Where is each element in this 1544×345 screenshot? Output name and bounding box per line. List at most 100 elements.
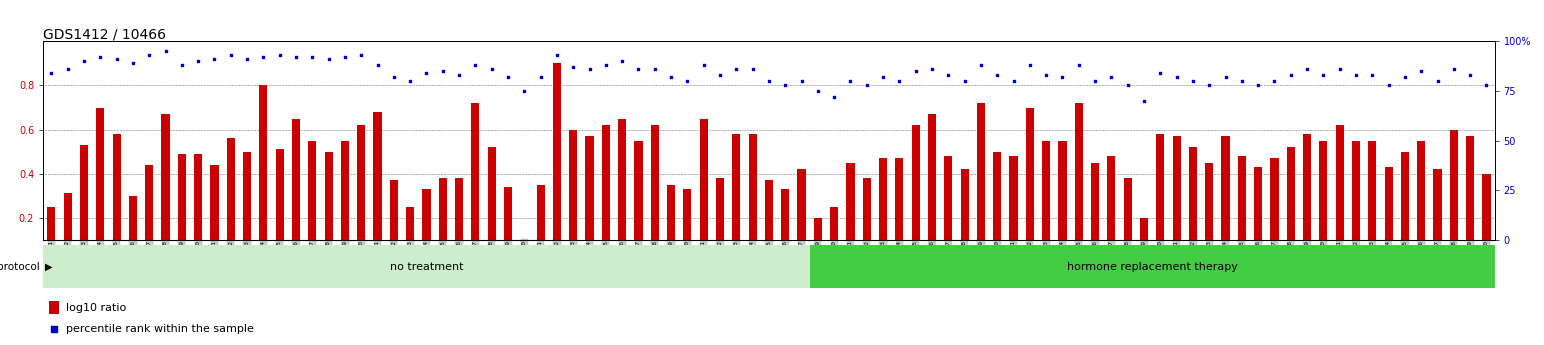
Bar xyxy=(259,86,267,262)
Point xyxy=(1408,68,1433,74)
Bar xyxy=(488,147,496,262)
Bar xyxy=(1286,147,1295,262)
Bar xyxy=(242,151,252,262)
Bar xyxy=(162,114,170,262)
Point xyxy=(513,88,537,94)
Bar xyxy=(1189,147,1197,262)
Point xyxy=(1458,72,1482,78)
Bar xyxy=(846,162,854,262)
Bar xyxy=(1010,156,1017,262)
Bar xyxy=(210,165,219,262)
Bar xyxy=(1482,174,1490,262)
Point xyxy=(349,52,374,58)
Bar xyxy=(814,218,821,262)
Bar xyxy=(503,187,513,262)
Bar xyxy=(128,196,137,262)
Bar xyxy=(993,151,1002,262)
Point xyxy=(1001,78,1025,84)
Bar xyxy=(1107,156,1115,262)
Bar xyxy=(536,185,545,262)
Bar xyxy=(764,180,774,262)
Point xyxy=(1278,72,1303,78)
Point xyxy=(300,55,324,60)
Point xyxy=(774,82,798,88)
Point xyxy=(1376,82,1400,88)
Point xyxy=(202,57,227,62)
Bar xyxy=(1025,108,1034,262)
Bar xyxy=(324,151,332,262)
Point xyxy=(267,52,292,58)
Bar xyxy=(195,154,202,262)
Point xyxy=(170,62,195,68)
Bar xyxy=(911,125,920,262)
Bar xyxy=(357,125,366,262)
Bar xyxy=(667,185,675,262)
Bar xyxy=(309,141,317,262)
Bar xyxy=(1433,169,1442,262)
Point xyxy=(317,57,341,62)
Bar xyxy=(749,134,757,262)
Point xyxy=(1425,78,1450,84)
Point xyxy=(985,72,1010,78)
Bar xyxy=(1467,136,1475,262)
Bar xyxy=(618,119,627,262)
Bar xyxy=(1221,136,1229,262)
Point xyxy=(642,66,667,72)
Point xyxy=(789,78,814,84)
Bar xyxy=(960,169,968,262)
Point xyxy=(610,58,635,64)
Bar xyxy=(1238,156,1246,262)
Point xyxy=(398,78,423,84)
Point xyxy=(659,75,684,80)
Bar xyxy=(341,141,349,262)
Text: no treatment: no treatment xyxy=(389,262,463,272)
Point xyxy=(446,72,471,78)
Point xyxy=(577,66,602,72)
Point xyxy=(903,68,928,74)
Point xyxy=(627,66,652,72)
Bar xyxy=(49,301,59,314)
Text: ▶: ▶ xyxy=(45,262,52,272)
Bar xyxy=(1271,158,1278,262)
Point xyxy=(1147,70,1172,76)
Bar xyxy=(1417,141,1425,262)
Point xyxy=(1181,78,1206,84)
Point xyxy=(463,62,488,68)
Point xyxy=(1295,66,1320,72)
Bar xyxy=(80,145,88,262)
Point xyxy=(692,62,716,68)
Text: log10 ratio: log10 ratio xyxy=(66,303,127,313)
Point xyxy=(366,62,391,68)
Point xyxy=(920,66,945,72)
Point xyxy=(235,57,259,62)
Bar xyxy=(63,194,71,262)
Point xyxy=(1017,62,1042,68)
Point xyxy=(153,49,178,54)
Point xyxy=(806,88,831,94)
Bar xyxy=(1058,141,1067,262)
Point xyxy=(120,60,145,66)
Bar xyxy=(1042,141,1050,262)
Bar xyxy=(781,189,789,262)
Point xyxy=(740,66,764,72)
Point xyxy=(218,52,242,58)
Point xyxy=(886,78,911,84)
Point xyxy=(757,78,781,84)
Bar xyxy=(145,165,153,262)
Bar xyxy=(1139,218,1149,262)
Bar xyxy=(1303,134,1311,262)
Bar xyxy=(1319,141,1328,262)
Point xyxy=(105,57,130,62)
Point xyxy=(332,55,357,60)
Bar xyxy=(809,245,1495,288)
Point xyxy=(431,68,455,74)
Bar xyxy=(1385,167,1393,262)
Point xyxy=(724,66,749,72)
Point xyxy=(1393,75,1417,80)
Point xyxy=(1311,72,1336,78)
Bar xyxy=(635,141,642,262)
Bar xyxy=(1156,134,1164,262)
Point xyxy=(39,70,63,76)
Bar xyxy=(113,134,120,262)
Bar xyxy=(716,178,724,262)
